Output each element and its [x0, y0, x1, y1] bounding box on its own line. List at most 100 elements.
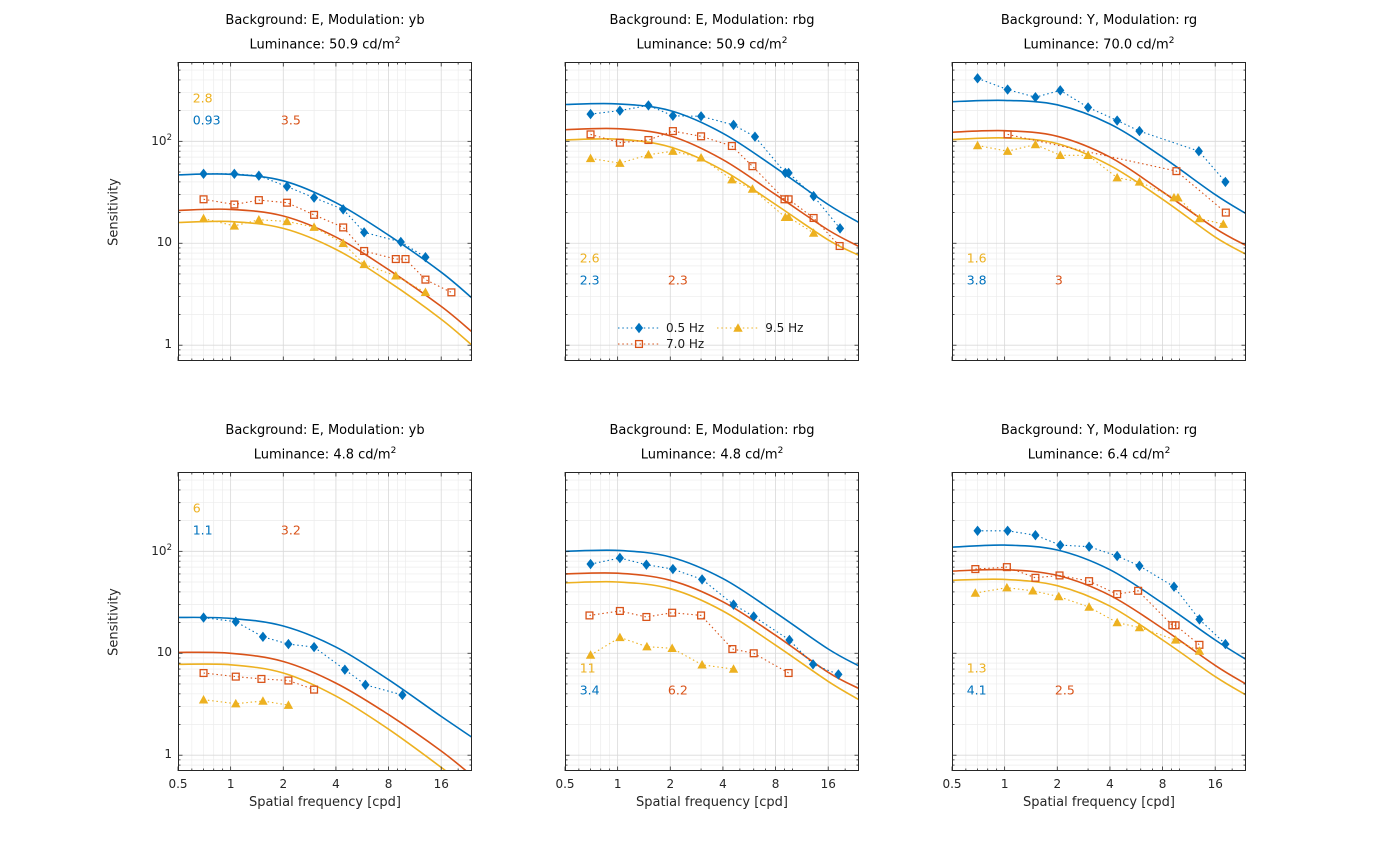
fit-curve: [565, 572, 859, 690]
data-series-line: [203, 699, 289, 706]
diamond-marker: [1195, 614, 1204, 625]
square-marker: [1002, 563, 1011, 572]
square-marker: [1003, 130, 1012, 139]
subplot-title: Background: Y, Modulation: rg Luminance:…: [912, 420, 1286, 465]
title-line2: Luminance: 4.8 cd/m2: [640, 446, 784, 463]
title-line1: Background: E, Modulation: rbg: [609, 13, 815, 28]
fit-curve: [952, 99, 1246, 215]
x-tick-label: 16: [433, 777, 449, 791]
square-marker: [809, 213, 818, 223]
diamond-marker: [1169, 581, 1179, 592]
data-series-line: [590, 150, 814, 234]
diamond-marker: [697, 574, 707, 585]
triangle-marker: [1028, 585, 1038, 595]
fit-curve: [565, 580, 859, 701]
triangle-marker: [972, 140, 983, 150]
data-series-line: [590, 557, 839, 675]
square-marker: [668, 608, 677, 617]
axes-border: [565, 472, 859, 771]
tick-layer: [951, 472, 1246, 771]
annotation-red: 2.5: [1054, 682, 1075, 698]
annotation-yellow: 1.3: [966, 660, 987, 676]
diamond-marker: [634, 322, 644, 333]
triangle-marker: [254, 214, 264, 224]
square-marker: [780, 195, 789, 204]
diamond-marker: [1221, 176, 1230, 188]
triangle-marker: [733, 322, 743, 332]
data-series-line: [203, 173, 426, 258]
square-marker: [615, 138, 624, 147]
x-tick-label: 0.5: [168, 777, 188, 791]
subplot-title: Background: E, Modulation: rbg Luminance…: [525, 10, 899, 55]
triangle-marker: [1218, 219, 1229, 228]
triangle-marker: [585, 650, 596, 659]
annotation-blue: 1.1: [192, 522, 213, 538]
title-line1: Background: E, Modulation: yb: [225, 423, 425, 438]
y-axis-label: Sensitivity: [106, 587, 122, 656]
diamond-marker: [1003, 84, 1012, 95]
grid-layer: [952, 62, 1246, 361]
title-line2: Luminance: 4.8 cd/m2: [253, 446, 397, 463]
diamond-marker: [973, 525, 982, 536]
diamond-marker: [750, 131, 760, 142]
x-axis-label: Spatial frequency [cpd]: [248, 795, 402, 810]
square-marker: [1134, 586, 1143, 595]
diamond-marker: [644, 100, 653, 111]
y-tick-label: 102: [151, 133, 172, 149]
triangle-marker: [615, 158, 625, 167]
fit-curve: [952, 568, 1246, 685]
diamond-marker: [1113, 115, 1122, 126]
triangle-marker: [283, 700, 294, 709]
title-line1: Background: Y, Modulation: rg: [1000, 423, 1198, 438]
diamond-marker: [1135, 125, 1144, 137]
x-tick-label: 1: [226, 777, 235, 791]
fit-curve: [178, 663, 448, 771]
data-series-line: [203, 198, 452, 293]
diamond-marker: [396, 236, 405, 248]
diamond-marker: [284, 638, 293, 650]
triangle-marker: [667, 643, 677, 652]
square-marker: [1221, 208, 1230, 217]
legend-swatch-square-icon: [618, 339, 660, 348]
subplot-title: Background: E, Modulation: yb Luminance:…: [138, 10, 512, 55]
legend-swatch-triangle-icon: [717, 322, 760, 332]
diamond-marker: [696, 111, 706, 122]
axes-border: [952, 62, 1246, 361]
triangle-marker: [727, 174, 737, 184]
data-series-line: [203, 617, 403, 696]
x-tick-label: 0.5: [942, 777, 962, 791]
grid-layer: [565, 472, 859, 771]
annotation-blue: 3.4: [579, 682, 600, 698]
subplot-top-left: Background: E, Modulation: yb Luminance:…: [107, 13, 472, 361]
square-marker: [644, 135, 653, 145]
marker-layer: [585, 552, 843, 680]
square-marker: [401, 255, 410, 264]
triangle-marker: [970, 588, 981, 597]
annotation-yellow: 2.8: [192, 90, 213, 106]
triangle-marker: [808, 228, 819, 237]
triangle-marker: [642, 641, 652, 651]
title-line2: Luminance: 50.9 cd/m2: [249, 36, 401, 53]
subplot-bottom-left: Background: E, Modulation: yb Luminance:…: [107, 423, 472, 810]
fit-curve: [178, 220, 472, 346]
square-marker: [199, 195, 208, 204]
y-tick-label: 1: [164, 747, 172, 762]
triangle-marker: [728, 664, 739, 673]
square-marker: [230, 200, 239, 209]
marker-layer: [585, 100, 845, 251]
square-marker: [447, 288, 456, 297]
title-line2: Luminance: 50.9 cd/m2: [636, 36, 788, 53]
triangle-marker: [1054, 591, 1064, 601]
square-marker: [784, 195, 793, 204]
triangle-marker: [1030, 139, 1041, 149]
annotation-blue: 4.1: [966, 682, 987, 698]
tick-layer: [564, 472, 859, 771]
triangle-marker: [338, 238, 348, 247]
data-series-line: [590, 130, 841, 247]
x-tick-label: 16: [820, 777, 836, 791]
diamond-marker: [361, 679, 370, 691]
title-line2: Luminance: 70.0 cd/m2: [1023, 36, 1175, 53]
diamond-marker: [729, 119, 738, 131]
square-marker: [257, 674, 266, 683]
x-axis-label: Spatial frequency [cpd]: [1022, 795, 1176, 810]
